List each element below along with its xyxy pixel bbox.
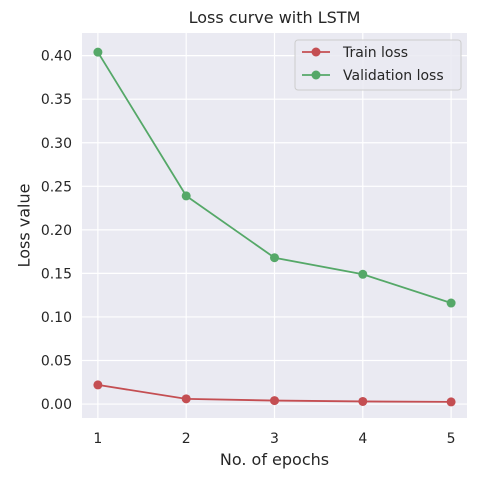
y-tick-label: 0.30 <box>41 136 72 152</box>
y-tick-label: 0.20 <box>41 223 72 239</box>
chart-title: Loss curve with LSTM <box>189 8 361 27</box>
y-tick-label: 0.25 <box>41 179 72 195</box>
data-point <box>358 396 368 406</box>
data-point <box>93 380 103 390</box>
data-point <box>446 298 456 308</box>
grid <box>82 33 467 418</box>
y-tick-label: 0.40 <box>41 49 72 65</box>
legend: Train loss Validation loss <box>294 39 462 91</box>
x-tick-label: 1 <box>93 431 102 447</box>
y-tick-label: 0.00 <box>41 397 72 413</box>
x-tick-label: 4 <box>358 431 367 447</box>
data-point <box>181 191 191 201</box>
data-point <box>270 396 279 406</box>
legend-item: Validation loss <box>302 68 444 84</box>
legend-box <box>294 39 462 91</box>
series-layer <box>93 47 456 407</box>
tick-labels: 0.00 0.05 0.10 0.15 0.20 0.25 0.30 0.35 0.40 1 2 3 4… <box>41 49 456 447</box>
data-point <box>446 397 456 407</box>
data-point <box>181 394 191 404</box>
y-tick-label: 0.05 <box>41 354 72 370</box>
y-tick-label: 0.10 <box>41 310 72 326</box>
y-tick-label: 0.15 <box>41 266 72 282</box>
series-0 <box>93 380 456 407</box>
legend-item: Train loss <box>302 45 408 61</box>
y-tick-label: 0.35 <box>41 92 72 108</box>
data-point <box>93 47 103 57</box>
series-1 <box>93 47 456 308</box>
y-axis-label: Loss value <box>15 184 34 268</box>
legend-marker <box>311 70 321 80</box>
legend-label: Train loss <box>342 45 408 61</box>
x-tick-label: 2 <box>182 431 191 447</box>
legend-marker <box>311 47 321 57</box>
legend-label: Validation loss <box>343 68 444 84</box>
data-point <box>270 253 279 263</box>
x-axis-label: No. of epochs <box>220 450 329 469</box>
x-tick-label: 5 <box>447 431 456 447</box>
data-point <box>358 269 368 279</box>
x-tick-label: 3 <box>270 431 279 447</box>
